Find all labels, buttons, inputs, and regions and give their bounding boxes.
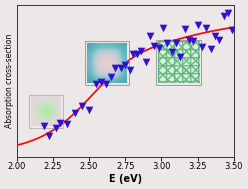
Point	[183, 28, 187, 31]
Point	[113, 67, 117, 70]
Point	[200, 46, 204, 49]
Point	[119, 67, 123, 70]
Point	[54, 127, 58, 130]
Point	[209, 47, 213, 50]
Point	[99, 81, 103, 84]
Point	[109, 75, 113, 78]
Point	[80, 105, 84, 108]
Point	[42, 124, 46, 127]
Point	[139, 49, 143, 52]
Point	[87, 108, 91, 111]
Point	[187, 38, 191, 41]
Point	[123, 63, 127, 66]
Point	[230, 29, 234, 32]
Point	[58, 122, 62, 125]
Point	[191, 40, 195, 43]
Point	[65, 123, 69, 126]
Point	[165, 41, 169, 44]
Point	[144, 60, 148, 63]
Point	[217, 39, 221, 42]
Point	[196, 24, 200, 27]
Point	[104, 83, 108, 86]
Point	[170, 51, 174, 54]
Point	[73, 112, 77, 115]
Point	[156, 47, 160, 50]
Point	[226, 11, 230, 14]
Y-axis label: Absorption cross-section: Absorption cross-section	[5, 34, 14, 128]
Point	[94, 83, 98, 86]
Point	[161, 27, 165, 30]
Point	[47, 134, 51, 137]
Point	[152, 44, 156, 47]
X-axis label: E (eV): E (eV)	[109, 174, 142, 184]
Point	[135, 53, 139, 56]
Point	[178, 55, 182, 58]
Point	[204, 26, 208, 29]
Point	[128, 68, 132, 71]
Point	[130, 52, 134, 55]
Point	[213, 35, 217, 38]
Point	[148, 35, 152, 38]
Point	[174, 42, 178, 45]
Point	[222, 15, 226, 18]
